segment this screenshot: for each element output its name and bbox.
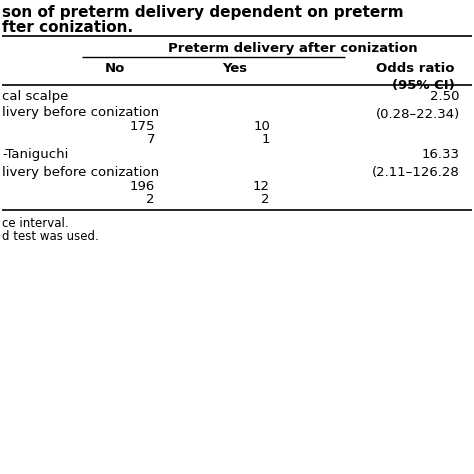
Text: 196: 196 bbox=[130, 180, 155, 193]
Text: 175: 175 bbox=[129, 120, 155, 133]
Text: livery before conization: livery before conization bbox=[2, 106, 159, 119]
Text: 2: 2 bbox=[262, 193, 270, 206]
Text: No: No bbox=[105, 62, 125, 75]
Text: 16.33
(2.11–126.28: 16.33 (2.11–126.28 bbox=[372, 148, 460, 179]
Text: Preterm delivery after conization: Preterm delivery after conization bbox=[168, 42, 418, 55]
Text: livery before conization: livery before conization bbox=[2, 166, 159, 179]
Text: 7: 7 bbox=[146, 133, 155, 146]
Text: d test was used.: d test was used. bbox=[2, 230, 99, 243]
Text: Odds ratio
(95% CI): Odds ratio (95% CI) bbox=[376, 62, 455, 92]
Text: -Taniguchi: -Taniguchi bbox=[2, 148, 68, 161]
Text: 1: 1 bbox=[262, 133, 270, 146]
Text: cal scalpe: cal scalpe bbox=[2, 90, 68, 103]
Text: 12: 12 bbox=[253, 180, 270, 193]
Text: 2.50
(0.28–22.34): 2.50 (0.28–22.34) bbox=[376, 90, 460, 121]
Text: Yes: Yes bbox=[222, 62, 247, 75]
Text: 2: 2 bbox=[146, 193, 155, 206]
Text: ce interval.: ce interval. bbox=[2, 217, 69, 230]
Text: fter conization.: fter conization. bbox=[2, 20, 133, 35]
Text: 10: 10 bbox=[253, 120, 270, 133]
Text: son of preterm delivery dependent on preterm: son of preterm delivery dependent on pre… bbox=[2, 5, 404, 20]
